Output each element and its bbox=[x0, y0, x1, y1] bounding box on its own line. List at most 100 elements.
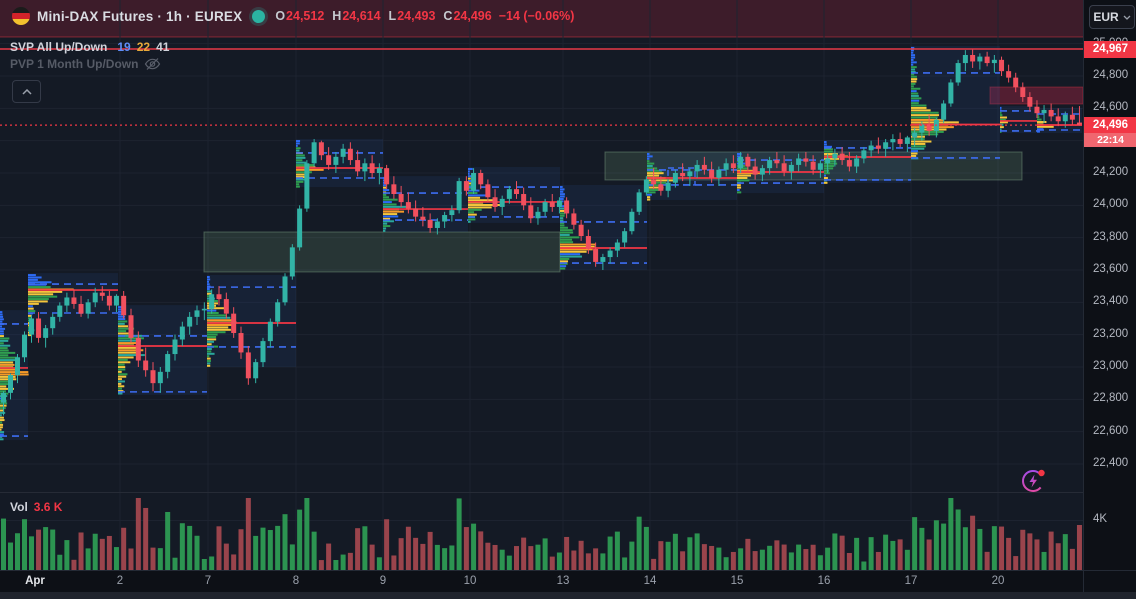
volume-profile-row bbox=[1000, 126, 1004, 129]
symbol-title[interactable]: Mini-DAX Futures · 1h · EUREX bbox=[37, 8, 243, 24]
volume-bar bbox=[629, 541, 635, 570]
volume-profile-row bbox=[911, 145, 926, 148]
volume-bar bbox=[506, 555, 512, 570]
volume-profile-row bbox=[911, 147, 925, 150]
volume-profile-row bbox=[0, 421, 3, 424]
volume-bar bbox=[85, 548, 91, 570]
volume-profile-row bbox=[118, 380, 125, 383]
volume-profile-row bbox=[468, 206, 492, 209]
volume-profile-row bbox=[383, 198, 398, 201]
volume-bar bbox=[672, 533, 678, 570]
currency-dropdown[interactable]: EUR bbox=[1089, 5, 1135, 29]
volume-profile-row bbox=[737, 169, 756, 172]
volume-bar bbox=[36, 529, 42, 570]
volume-profile-row bbox=[0, 387, 15, 390]
volume-bar bbox=[535, 544, 541, 570]
volume-bar bbox=[442, 548, 448, 570]
eye-off-icon[interactable] bbox=[144, 57, 161, 71]
price-tick-label: 24,000 bbox=[1093, 198, 1129, 211]
volume-profile-row bbox=[383, 203, 397, 206]
volume-profile-row bbox=[911, 152, 918, 155]
volume-profile-row bbox=[911, 68, 916, 71]
volume-profile-row bbox=[911, 104, 927, 107]
indicator-row-pvp[interactable]: PVP 1 Month Up/Down bbox=[10, 55, 169, 72]
time-scale[interactable]: Apr 2 7 8 9 10 13 14 15 16 17 20 bbox=[0, 570, 1083, 593]
candle-body bbox=[839, 153, 845, 161]
volume-profile-row bbox=[118, 356, 134, 359]
volume-profile-row bbox=[737, 155, 742, 158]
volume-profile-row bbox=[647, 193, 652, 196]
time-tick-label: 10 bbox=[463, 575, 477, 587]
price-tick-label: 22,800 bbox=[1093, 392, 1129, 405]
volume-profile-row bbox=[0, 419, 5, 422]
volume-profile-row bbox=[647, 186, 664, 189]
volume-bar bbox=[179, 523, 185, 570]
boost-icon[interactable] bbox=[1019, 465, 1049, 495]
candle-body bbox=[614, 242, 620, 251]
candle-body bbox=[253, 362, 259, 379]
time-tick-label: Apr bbox=[25, 575, 45, 587]
volume-profile-row bbox=[911, 78, 918, 81]
candle-body bbox=[165, 354, 171, 372]
volume-bar bbox=[658, 541, 664, 570]
volume-profile-row bbox=[0, 337, 10, 340]
volume-profile-row bbox=[911, 85, 914, 88]
volume-bar bbox=[883, 534, 889, 570]
price-tick-label: 23,400 bbox=[1093, 295, 1129, 308]
candle-body bbox=[774, 160, 780, 164]
candle-body bbox=[600, 257, 606, 262]
pvp-indicator-label[interactable]: PVP 1 Month Up/Down bbox=[10, 56, 139, 71]
volume-bar bbox=[304, 498, 310, 570]
candle-body bbox=[333, 156, 339, 165]
alert-price-label[interactable]: 24,967 bbox=[1084, 40, 1136, 58]
market-status-icon[interactable] bbox=[252, 9, 266, 23]
svp-indicator-label[interactable]: SVP All Up/Down bbox=[10, 39, 108, 54]
volume-bar bbox=[788, 552, 794, 570]
volume-profile-row bbox=[118, 373, 128, 376]
volume-bar bbox=[897, 539, 903, 570]
volume-profile-row bbox=[383, 201, 392, 204]
volume-profile-row bbox=[0, 351, 16, 354]
bar-countdown: 22:14 bbox=[1084, 133, 1136, 148]
candle-body bbox=[143, 360, 149, 371]
candle-body bbox=[514, 189, 519, 195]
volume-label: Vol bbox=[10, 500, 28, 514]
candle-body bbox=[347, 148, 353, 161]
candle-body bbox=[179, 326, 185, 340]
volume-profile-row bbox=[911, 51, 914, 54]
candle-body bbox=[478, 173, 484, 185]
volume-bar bbox=[962, 527, 968, 570]
volume-bar bbox=[485, 542, 491, 570]
volume-legend[interactable]: Vol 3.6 K bbox=[10, 500, 62, 514]
chart-canvas[interactable] bbox=[0, 0, 1083, 592]
indicator-row-svp[interactable]: SVP All Up/Down 19 22 41 bbox=[10, 38, 169, 55]
volume-bar bbox=[817, 555, 823, 570]
volume-bar bbox=[267, 530, 273, 570]
volume-bar bbox=[1027, 533, 1033, 570]
volume-bar bbox=[875, 551, 881, 570]
candle-body bbox=[730, 163, 736, 169]
volume-profile-row bbox=[118, 361, 131, 364]
volume-profile-row bbox=[911, 56, 916, 59]
volume-profile-row bbox=[468, 196, 481, 199]
candle-body bbox=[694, 164, 700, 172]
volume-profile-row bbox=[0, 311, 3, 314]
volume-bar bbox=[318, 560, 324, 570]
volume-profile-row bbox=[28, 298, 49, 301]
volume-profile-row bbox=[468, 168, 473, 171]
price-scale[interactable]: EUR 24,967 24,496 22:14 4K 25,00024,8002… bbox=[1083, 0, 1136, 592]
low-key: L bbox=[388, 9, 397, 23]
collapse-legend-button[interactable] bbox=[12, 80, 41, 103]
volume-profile-row bbox=[207, 280, 210, 283]
volume-bar bbox=[687, 537, 693, 570]
volume-profile-row bbox=[118, 306, 125, 309]
last-price-label[interactable]: 24,496 22:14 bbox=[1084, 117, 1136, 148]
change-value: −14 (−0.06%) bbox=[498, 9, 575, 23]
candle-body bbox=[260, 341, 266, 363]
candle-body bbox=[275, 302, 281, 322]
germany-flag-icon bbox=[12, 7, 30, 25]
volume-profile-row bbox=[207, 307, 225, 310]
volume-profile-row bbox=[560, 260, 569, 263]
volume-profile-row bbox=[0, 347, 8, 350]
volume-profile-row bbox=[118, 349, 144, 352]
